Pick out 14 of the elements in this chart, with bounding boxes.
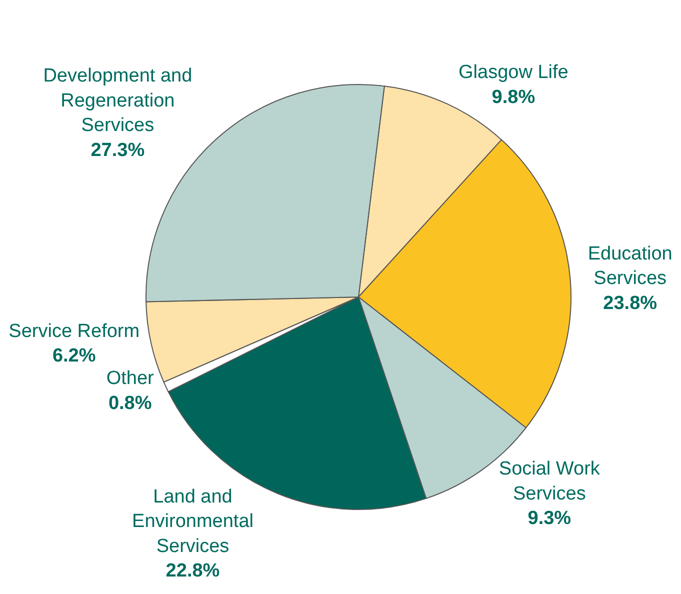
slice-label: Land and Environmental Services — [132, 486, 254, 557]
slice-label: Service Reform — [8, 320, 140, 342]
data-label: 22.8% — [166, 560, 220, 582]
data-label: 9.8% — [492, 86, 536, 108]
data-label: 23.8% — [603, 292, 658, 314]
data-label: 9.3% — [528, 508, 572, 530]
data-label: 0.8% — [108, 392, 152, 414]
data-label: 6.2% — [52, 346, 96, 367]
slice-label: Other — [106, 368, 155, 390]
slice-label: Development and Regeneration Services — [43, 66, 192, 136]
slice-label: Education Services — [588, 243, 672, 290]
slice-label: Glasgow Life — [458, 62, 568, 84]
data-label: 27.3% — [90, 140, 145, 161]
slice-label: Social Work Services — [498, 458, 600, 504]
